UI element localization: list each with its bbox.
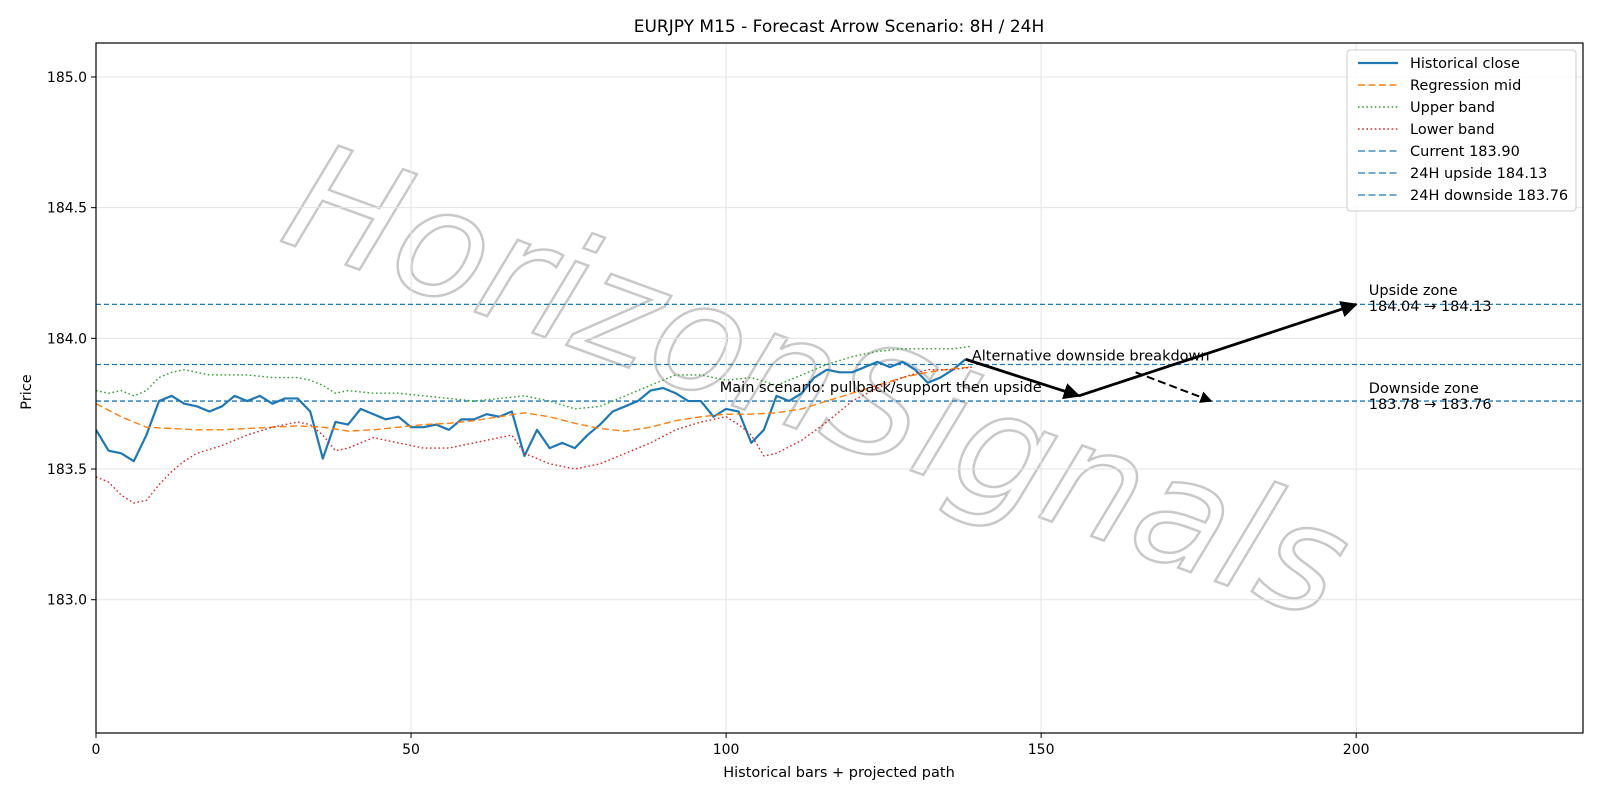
legend-label: 24H upside 184.13 <box>1410 166 1547 182</box>
y-tick-label: 185.0 <box>47 70 87 86</box>
scenario-arrows <box>965 301 1358 403</box>
annotation-label: 184.04 → 184.13 <box>1369 299 1492 315</box>
x-axis-label: Historical bars + projected path <box>723 765 955 781</box>
series-historical-close <box>96 358 967 463</box>
annotation-label: Downside zone <box>1369 381 1479 397</box>
annotation-label: Upside zone <box>1369 283 1458 299</box>
annotation-label: 183.78 → 183.76 <box>1369 397 1492 413</box>
x-tick-label: 150 <box>1028 742 1055 758</box>
legend-label: Current 183.90 <box>1410 144 1520 160</box>
legend-label: Regression mid <box>1410 78 1521 94</box>
legend-label: Lower band <box>1410 122 1495 138</box>
series-upper-band <box>96 345 972 410</box>
annotation-label: Main scenario: pullback/support then ups… <box>720 380 1042 396</box>
plot-frame <box>95 42 1584 734</box>
legend-label: 24H downside 183.76 <box>1410 188 1568 204</box>
alternative-scenario-arrow <box>1135 371 1213 403</box>
legend-box <box>1346 49 1577 212</box>
x-tick-label: 0 <box>92 742 101 758</box>
legend-label: Upper band <box>1410 100 1495 116</box>
series-regression-mid <box>96 366 972 432</box>
chart-title: EURJPY M15 - Forecast Arrow Scenario: 8H… <box>634 17 1044 37</box>
annotation-label: Alternative downside breakdown <box>972 349 1210 365</box>
main-scenario-arrow <box>1078 301 1358 398</box>
x-tick-label: 100 <box>713 742 740 758</box>
legend-label: Historical close <box>1410 56 1520 72</box>
y-tick-label: 183.5 <box>47 462 87 478</box>
legend: Historical close Regression mid Upper band… <box>1346 49 1577 212</box>
y-tick-label: 183.0 <box>47 593 87 609</box>
x-tick-label: 200 <box>1343 742 1370 758</box>
plot-area <box>96 303 1583 504</box>
x-tick-label: 50 <box>402 742 420 758</box>
y-tick-label: 184.5 <box>47 201 87 217</box>
y-tick-label: 184.0 <box>47 331 87 347</box>
axis-ticks: 0 50 100 150 200 183.0 183.5 184.0 184.5 185.0 <box>47 70 1370 758</box>
main-scenario-arrow <box>965 357 1081 400</box>
annotations: Alternative downside breakdown Main scena… <box>720 283 1492 413</box>
y-axis-label: Price <box>19 374 35 409</box>
